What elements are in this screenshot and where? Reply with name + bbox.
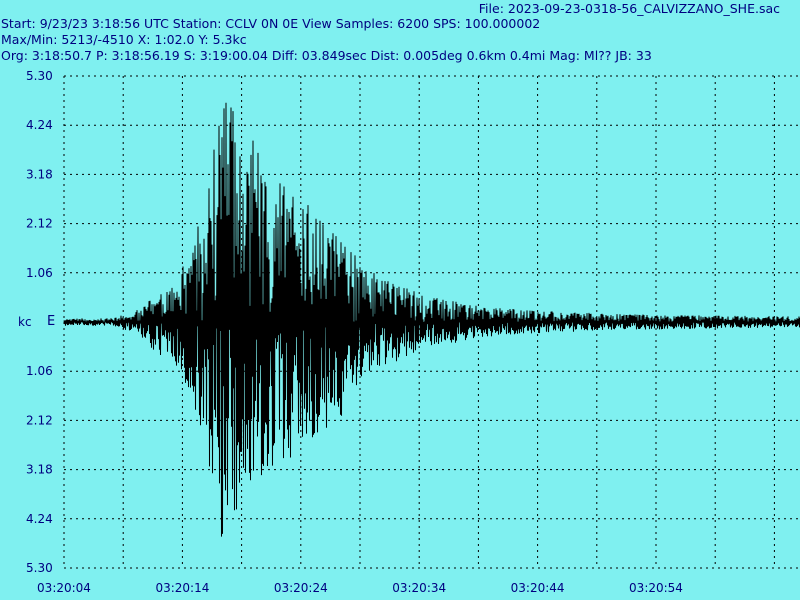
y-tick-label: 5.30 <box>26 69 53 83</box>
file-name: File: 2023-09-23-0318-56_CALVIZZANO_SHE.… <box>478 1 780 16</box>
y-tick-label: 1.06 <box>26 266 53 280</box>
station-info: Start: 9/23/23 3:18:56 UTC Station: CCLV… <box>1 16 541 31</box>
y-tick-label: 3.18 <box>26 167 53 181</box>
origin-info: Org: 3:18:50.7 P: 3:18:56.19 S: 3:19:00.… <box>1 48 652 63</box>
y-tick-label: 3.18 <box>26 463 53 477</box>
x-tick-label: 03:20:44 <box>511 581 565 595</box>
y-tick-label: 2.12 <box>26 217 53 231</box>
y-tick-label: 5.30 <box>26 561 53 575</box>
x-tick-label: 03:20:04 <box>37 581 91 595</box>
x-tick-label: 03:20:34 <box>392 581 446 595</box>
y-tick-label: 1.06 <box>26 364 53 378</box>
x-tick-label: 03:20:24 <box>274 581 328 595</box>
y-tick-label: 4.24 <box>26 118 53 132</box>
seismic-trace <box>63 102 800 537</box>
x-tick-label: 03:20:54 <box>629 581 683 595</box>
max-min-info: Max/Min: 5213/-4510 X: 1:02.0 Y: 5.3kc <box>1 32 247 47</box>
trace-line <box>63 102 800 537</box>
y-tick-label: 4.24 <box>26 512 53 526</box>
channel-component: E <box>47 314 55 329</box>
y-tick-label: kc <box>18 315 32 329</box>
x-tick-label: 03:20:14 <box>155 581 209 595</box>
y-axis-labels: 5.30 4.24 3.18 2.12 1.06 kc 1.06 2.12 3.18 4.24 5.… <box>18 69 53 575</box>
x-axis-labels: 03:20:04 03:20:14 03:20:24 03:20:34 03:20:44… <box>37 581 683 595</box>
y-tick-label: 2.12 <box>26 413 53 427</box>
